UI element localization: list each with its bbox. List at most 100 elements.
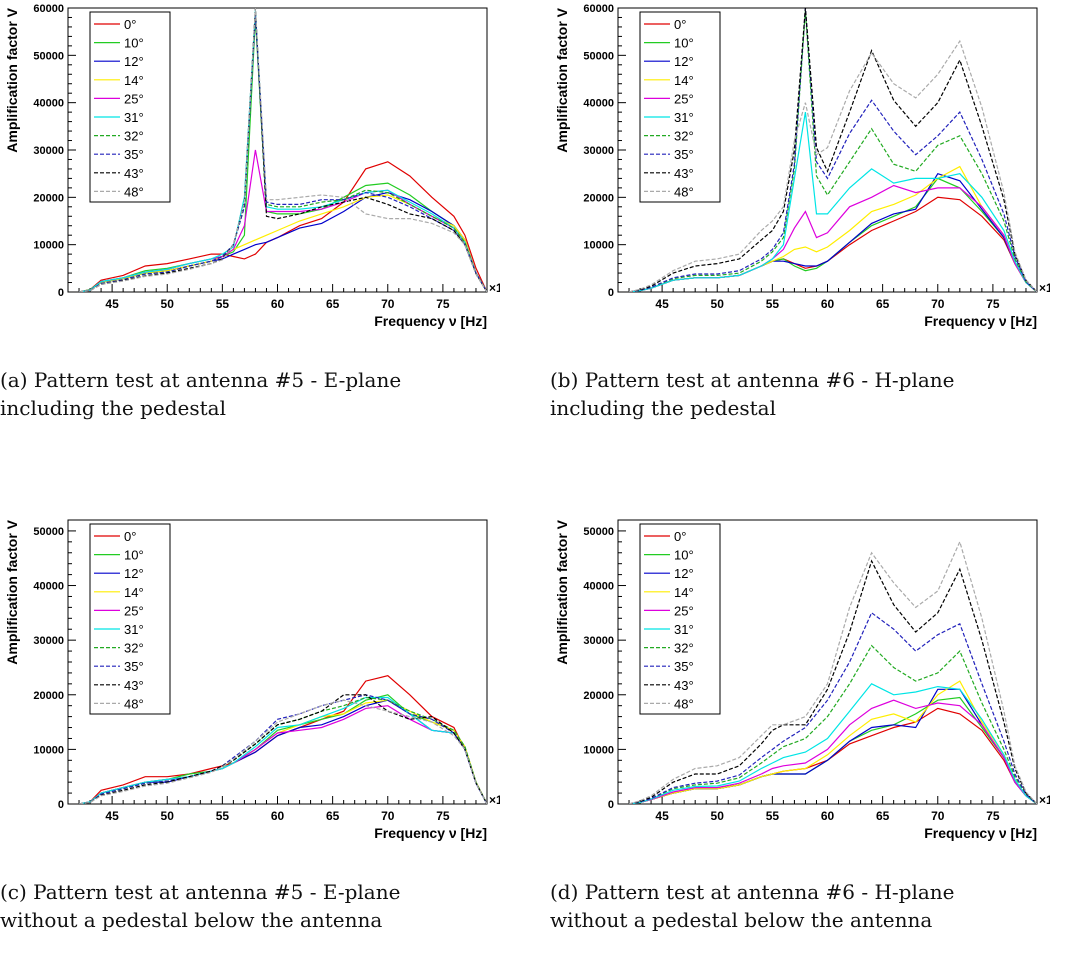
legend-label: 14° [674,585,694,600]
y-tick-label: 20000 [33,192,64,204]
y-tick-label: 60000 [33,3,64,15]
legend-label: 0° [124,529,136,544]
x-tick-label: 75 [986,297,1000,311]
legend-label: 25° [124,603,144,618]
x-tick-label: 70 [931,297,945,311]
series-line-25deg [628,699,1037,804]
x-tick-label: 45 [105,297,119,311]
legend-box [89,11,171,203]
legend-label: 10° [674,548,694,563]
y-tick-label: 40000 [33,581,64,593]
legend-label: 14° [124,585,144,600]
y-tick-label: 30000 [33,635,64,647]
legend-label: 35° [124,147,144,162]
x-tick-label: 60 [271,809,285,823]
x-tick-label: 55 [766,809,780,823]
legend-label: 35° [674,147,694,162]
x-tick-label: 65 [876,297,890,311]
caption-b: (b) Pattern test at antenna #6 - H-plane… [550,366,1050,422]
x-tick-label: 75 [436,297,450,311]
y-tick-label: 20000 [583,690,614,702]
series-line-35deg [78,15,487,292]
x-tick-label: 50 [161,809,175,823]
y-tick-label: 30000 [33,145,64,157]
legend-label: 32° [674,641,694,656]
x-tick-label: 70 [381,297,395,311]
y-tick-label: 20000 [33,690,64,702]
legend-label: 31° [674,110,694,125]
legend-label: 25° [124,91,144,106]
legend-label: 31° [674,622,694,637]
legend-label: 43° [124,166,144,181]
y-tick-label: 10000 [33,744,64,756]
legend-label: 31° [124,110,144,125]
y-tick-label: 0 [58,287,64,299]
y-tick-label: 30000 [583,635,614,647]
legend-label: 48° [674,696,694,711]
caption-b-line2: including the pedestal [550,396,777,420]
legend-label: 12° [124,54,144,69]
x-tick-label: 45 [655,297,669,311]
x-tick-label: 45 [655,809,669,823]
y-tick-label: 10000 [583,744,614,756]
x-multiplier-label: ×10⁶ [1039,793,1050,807]
legend-label: 31° [124,622,144,637]
x-tick-label: 55 [216,809,230,823]
series-group [628,8,1037,292]
legend-box [639,11,721,203]
series-line-43deg [628,559,1037,804]
y-axis-label: Amplification factor V [554,519,570,664]
y-tick-label: 10000 [33,240,64,252]
x-axis-label: Frequency ν [Hz] [374,313,487,329]
series-group [78,8,487,292]
legend-label: 10° [674,36,694,51]
x-multiplier-label: ×10⁶ [489,793,500,807]
x-axis-label: Frequency ν [Hz] [924,825,1037,841]
legend-label: 35° [674,659,694,674]
x-tick-label: 45 [105,809,119,823]
x-tick-label: 65 [326,809,340,823]
series-line-14deg [78,699,487,804]
series-line-35deg [628,8,1037,292]
legend-box [639,523,721,715]
legend-label: 0° [674,529,686,544]
caption-a-line1: (a) Pattern test at antenna #5 - E-plane [0,368,402,392]
y-tick-label: 50000 [583,526,614,538]
series-line-14deg [628,680,1037,804]
y-tick-label: 0 [608,799,614,811]
x-tick-label: 70 [381,809,395,823]
legend-label: 10° [124,36,144,51]
y-tick-label: 40000 [583,98,614,110]
caption-a: (a) Pattern test at antenna #5 - E-plane… [0,366,500,422]
series-group [628,540,1037,804]
y-tick-label: 30000 [583,145,614,157]
series-line-32deg [628,10,1037,292]
caption-d-line1: (d) Pattern test at antenna #6 - H-plane [550,880,955,904]
legend-label: 14° [674,73,694,88]
series-line-12deg [78,699,487,804]
series-group [78,675,487,804]
caption-a-line2: including the pedestal [0,396,227,420]
x-tick-label: 60 [821,809,835,823]
legend-label: 35° [124,659,144,674]
y-tick-label: 50000 [33,50,64,62]
legend-label: 25° [674,603,694,618]
chart-d: 45 50 55 60 65 70 75 0 10000 20000 30000 40000 50000… [554,519,1050,841]
series-line-31deg [78,696,487,804]
legend-label: 43° [124,678,144,693]
legend-label: 0° [674,17,686,32]
chart-panel-a: 45 50 55 60 65 70 75 0 10000 20000 30000 40000 50000… [0,0,500,420]
x-tick-label: 60 [821,297,835,311]
series-line-48deg [628,540,1037,804]
x-tick-label: 60 [271,297,285,311]
x-tick-label: 70 [931,809,945,823]
caption-d: (d) Pattern test at antenna #6 - H-plane… [550,878,1050,934]
caption-c: (c) Pattern test at antenna #5 - E-plane… [0,878,500,934]
legend-label: 0° [124,17,136,32]
legend-label: 32° [124,129,144,144]
series-line-43deg [78,694,487,804]
chart-panel-d: 45 50 55 60 65 70 75 0 10000 20000 30000 40000 50000… [550,512,1050,932]
chart-b: 45 50 55 60 65 70 75 0 10000 20000 30000 40000 50000… [554,3,1050,329]
series-line-31deg [628,112,1037,292]
y-tick-label: 10000 [583,240,614,252]
